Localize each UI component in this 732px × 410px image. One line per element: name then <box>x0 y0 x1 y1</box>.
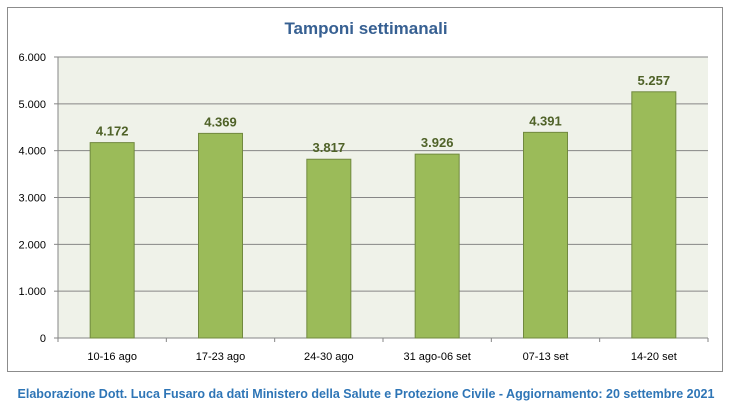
x-tick-label: 10-16 ago <box>87 351 137 363</box>
y-tick-label: 0 <box>40 333 46 345</box>
x-tick-label: 31 ago-06 set <box>404 351 471 363</box>
y-tick-label: 2.000 <box>18 239 46 251</box>
chart-title: Tamponi settimanali <box>284 19 448 38</box>
bar <box>89 142 135 339</box>
bar <box>631 91 677 339</box>
data-label: 3.817 <box>313 140 346 155</box>
bar <box>306 158 352 339</box>
x-tick-label: 24-30 ago <box>304 351 354 363</box>
bar <box>198 132 243 339</box>
data-label: 5.257 <box>638 73 671 88</box>
footer-credit: Elaborazione Dott. Luca Fusaro da dati M… <box>17 387 715 401</box>
data-label: 3.926 <box>421 135 454 150</box>
y-tick-label: 1.000 <box>18 286 46 298</box>
bar <box>414 153 460 339</box>
y-tick-label: 4.000 <box>18 146 46 158</box>
y-tick-label: 3.000 <box>18 193 46 205</box>
chart-frame <box>7 7 723 372</box>
x-tick-label: 14-20 set <box>631 351 677 363</box>
data-label: 4.369 <box>204 114 237 129</box>
data-label: 4.391 <box>529 113 562 128</box>
x-tick-label: 17-23 ago <box>196 351 246 363</box>
y-tick-label: 6.000 <box>18 52 46 64</box>
x-tick-label: 07-13 set <box>523 351 569 363</box>
bar <box>523 131 568 339</box>
data-label: 4.172 <box>96 124 129 139</box>
y-tick-label: 5.000 <box>18 99 46 111</box>
